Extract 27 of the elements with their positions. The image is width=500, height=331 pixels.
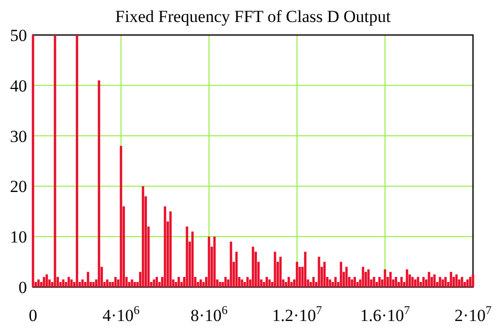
- bar: [304, 252, 306, 287]
- bar: [288, 276, 290, 287]
- x-tick-label: 2·10$^{7}$: [454, 303, 492, 325]
- y-tick-label: 40: [10, 76, 27, 96]
- y-tick-label: 10: [10, 228, 27, 247]
- bar: [266, 276, 268, 287]
- x-tick-label: 1.6·10$^{7}$: [360, 303, 410, 325]
- y-tick-label: 30: [10, 126, 27, 146]
- bar: [68, 276, 70, 287]
- x-tick-label: 1.2·10$^{7}$: [272, 303, 322, 325]
- bar: [106, 279, 108, 287]
- bar: [178, 276, 180, 287]
- bar: [134, 282, 136, 287]
- bar: [46, 274, 48, 287]
- x-tick-label: 4·10$^{6}$: [102, 303, 140, 325]
- bar: [354, 276, 356, 287]
- bar: [62, 279, 64, 287]
- bar: [442, 279, 444, 287]
- bar: [469, 276, 472, 287]
- bar: [200, 279, 202, 287]
- y-tick-label: 20: [10, 177, 27, 196]
- y-tick-label: 50: [10, 26, 27, 45]
- x-tick-label: 8·10$^{6}$: [190, 303, 228, 325]
- bar: [414, 279, 416, 287]
- y-tick-label: 0: [18, 278, 27, 297]
- bar: [156, 276, 158, 287]
- chart-title: Fixed Frequency FFT of Class D Output: [115, 7, 392, 26]
